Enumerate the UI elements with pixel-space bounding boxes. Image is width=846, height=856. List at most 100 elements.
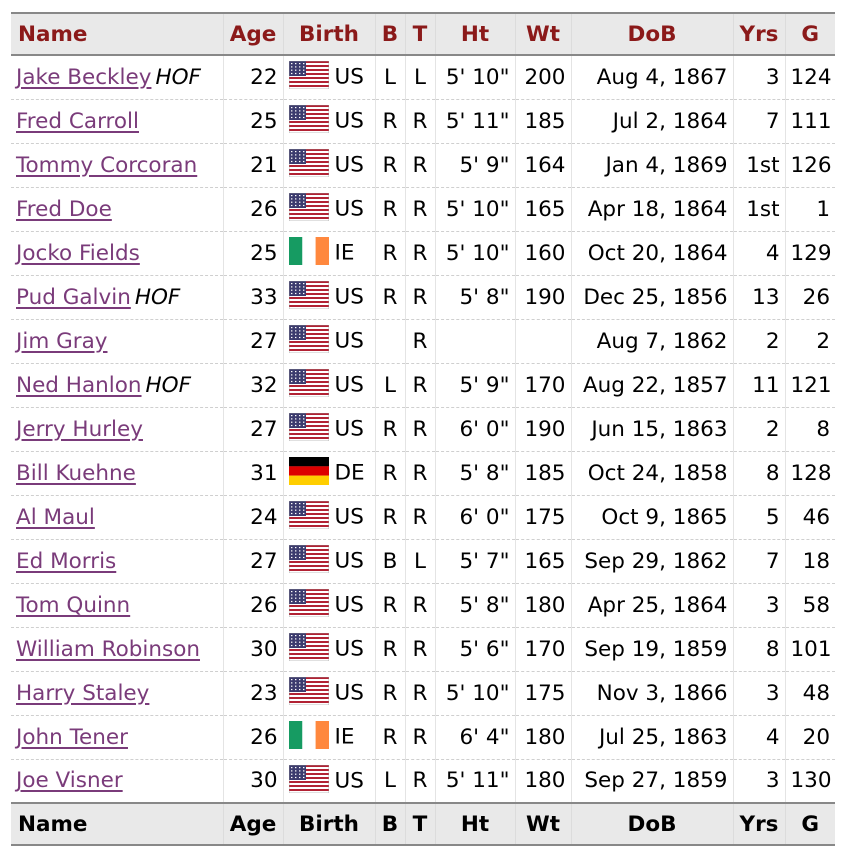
player-link[interactable]: Pud Galvin	[16, 284, 131, 310]
cell-height: 5' 10"	[435, 187, 516, 232]
cell-years: 2	[733, 407, 786, 452]
cell-name: Al Maul	[11, 495, 224, 540]
cell-games: 48	[785, 671, 835, 716]
cell-dob: Sep 27, 1859	[571, 759, 734, 803]
cell-years: 5	[733, 495, 786, 540]
cell-height: 5' 10"	[435, 671, 516, 716]
country-code: US	[334, 680, 364, 706]
ie-flag-icon	[288, 237, 329, 265]
player-link[interactable]: Tommy Corcoran	[16, 152, 198, 178]
player-link[interactable]: Jake Beckley	[16, 64, 152, 90]
header-throws[interactable]: T	[405, 12, 436, 56]
cell-weight: 200	[515, 55, 572, 100]
header-bats[interactable]: B	[375, 12, 406, 56]
player-link[interactable]: Jocko Fields	[16, 240, 140, 266]
table-row: Joe Visner 30 US L R 5' 11" 180 Sep 27, 1859 3 13…	[11, 759, 835, 803]
player-link[interactable]: Al Maul	[16, 504, 95, 530]
cell-weight: 180	[515, 583, 572, 628]
roster-body: Jake Beckley HOF 22 US L L 5' 10" 200 Aug 4, 186…	[11, 55, 835, 803]
header-dob[interactable]: DoB	[571, 12, 734, 56]
cell-birth: US	[283, 627, 376, 672]
cell-height: 6' 4"	[435, 715, 516, 760]
cell-bats: R	[375, 583, 406, 628]
cell-height: 5' 8"	[435, 451, 516, 496]
cell-dob: Jan 4, 1869	[571, 143, 734, 188]
player-link[interactable]: Harry Staley	[16, 680, 150, 706]
country-code: US	[334, 328, 364, 354]
cell-birth: IE	[283, 715, 376, 760]
player-link[interactable]: Jerry Hurley	[16, 416, 143, 442]
header-name[interactable]: Name	[11, 12, 224, 56]
table-row: Tommy Corcoran 21 US R R 5' 9" 164 Jan 4, 1869 1…	[11, 143, 835, 188]
player-link[interactable]: John Tener	[16, 724, 128, 750]
cell-age: 33	[223, 275, 284, 320]
us-flag-icon	[288, 677, 329, 705]
player-link[interactable]: Fred Doe	[16, 196, 112, 222]
cell-dob: Oct 24, 1858	[571, 451, 734, 496]
table-row: Fred Carroll 25 US R R 5' 11" 185 Jul 2, 1864 7 1…	[11, 99, 835, 144]
cell-games: 8	[785, 407, 835, 452]
footer-birth: Birth	[283, 802, 376, 846]
de-flag-icon	[288, 457, 329, 485]
us-flag-icon	[288, 193, 329, 221]
cell-bats: R	[375, 627, 406, 672]
footer-games: G	[785, 802, 835, 846]
cell-years: 1st	[733, 143, 786, 188]
cell-throws: R	[405, 187, 436, 232]
player-link[interactable]: Tom Quinn	[16, 592, 131, 618]
cell-birth: US	[283, 55, 376, 100]
cell-bats: R	[375, 451, 406, 496]
cell-bats: L	[375, 55, 406, 100]
cell-games: 26	[785, 275, 835, 320]
player-link[interactable]: William Robinson	[16, 636, 200, 662]
player-link[interactable]: Ed Morris	[16, 548, 117, 574]
table-row: Ed Morris 27 US B L 5' 7" 165 Sep 29, 1862 7 18	[11, 539, 835, 584]
table-row: Jim Gray 27 US R Aug 7, 1862 2 2	[11, 319, 835, 364]
cell-name: Jake Beckley HOF	[11, 55, 224, 100]
cell-dob: Dec 25, 1856	[571, 275, 734, 320]
header-games[interactable]: G	[785, 12, 835, 56]
country-code: US	[334, 196, 364, 222]
header-birth[interactable]: Birth	[283, 12, 376, 56]
cell-bats: R	[375, 671, 406, 716]
footer-years: Yrs	[733, 802, 786, 846]
table-header-row: Name Age Birth B T Ht Wt DoB Yrs G	[11, 12, 835, 56]
header-age[interactable]: Age	[223, 12, 284, 56]
header-years[interactable]: Yrs	[733, 12, 786, 56]
cell-birth: US	[283, 275, 376, 320]
country-code: US	[334, 504, 364, 530]
cell-bats: L	[375, 759, 406, 803]
us-flag-icon	[288, 281, 329, 309]
cell-years: 11	[733, 363, 786, 408]
player-link[interactable]: Bill Kuehne	[16, 460, 136, 486]
cell-years: 4	[733, 715, 786, 760]
footer-name: Name	[11, 802, 224, 846]
cell-years: 1st	[733, 187, 786, 232]
cell-birth: IE	[283, 231, 376, 276]
cell-years: 13	[733, 275, 786, 320]
table-row: Al Maul 24 US R R 6' 0" 175 Oct 9, 1865 5 46	[11, 495, 835, 540]
country-code: US	[334, 152, 364, 178]
cell-dob: Nov 3, 1866	[571, 671, 734, 716]
cell-height: 5' 11"	[435, 759, 516, 803]
header-height[interactable]: Ht	[435, 12, 516, 56]
cell-bats: R	[375, 99, 406, 144]
player-link[interactable]: Ned Hanlon	[16, 372, 142, 398]
country-code: US	[334, 372, 364, 398]
player-link[interactable]: Jim Gray	[16, 328, 108, 354]
country-code: US	[334, 108, 364, 134]
hof-marker: HOF	[155, 64, 201, 90]
cell-games: 18	[785, 539, 835, 584]
cell-bats: R	[375, 187, 406, 232]
cell-age: 26	[223, 715, 284, 760]
table-footer-row: Name Age Birth B T Ht Wt DoB Yrs G	[11, 802, 835, 846]
cell-years: 3	[733, 759, 786, 803]
player-link[interactable]: Joe Visner	[16, 768, 123, 794]
cell-games: 58	[785, 583, 835, 628]
header-weight[interactable]: Wt	[515, 12, 572, 56]
cell-name: Fred Carroll	[11, 99, 224, 144]
player-link[interactable]: Fred Carroll	[16, 108, 139, 134]
cell-dob: Apr 25, 1864	[571, 583, 734, 628]
cell-age: 27	[223, 539, 284, 584]
cell-age: 32	[223, 363, 284, 408]
